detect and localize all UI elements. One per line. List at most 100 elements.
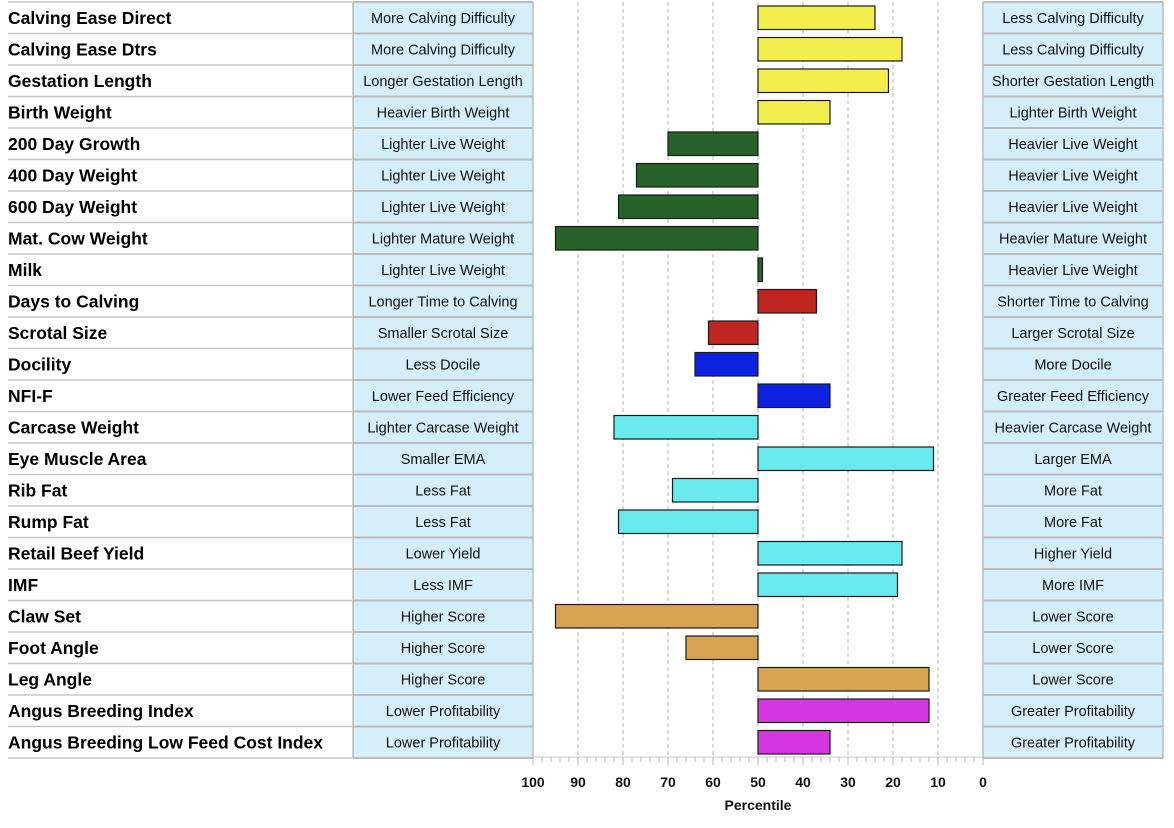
right-description: Shorter Gestation Length — [992, 74, 1154, 90]
trait-label: Calving Ease Direct — [8, 8, 172, 28]
right-description: Less Calving Difficulty — [1002, 42, 1144, 58]
percentile-bar — [757, 36, 903, 62]
left-description: Higher Score — [401, 672, 486, 688]
right-description: More Fat — [1044, 483, 1102, 499]
trait-label: IMF — [8, 575, 38, 595]
percentile-bar — [757, 540, 903, 566]
bars — [554, 5, 935, 755]
x-tick-label: 30 — [840, 774, 856, 790]
percentile-bar — [617, 194, 759, 220]
percentile-bar — [757, 68, 890, 94]
percentile-bar — [757, 257, 764, 283]
trait-label: Gestation Length — [8, 71, 152, 91]
x-tick-label: 40 — [795, 774, 811, 790]
left-description: Smaller Scrotal Size — [378, 326, 509, 342]
x-tick-label: 80 — [615, 774, 631, 790]
trait-label: 600 Day Weight — [8, 197, 137, 217]
x-tick-label: 10 — [930, 774, 946, 790]
right-description: Lower Score — [1032, 609, 1113, 625]
right-description: More IMF — [1042, 578, 1104, 594]
left-description: Lighter Live Weight — [381, 137, 505, 153]
left-description: Lighter Live Weight — [381, 200, 505, 216]
left-description: More Calving Difficulty — [371, 42, 516, 58]
trait-label: Scrotal Size — [8, 323, 107, 343]
right-description: Heavier Live Weight — [1008, 168, 1138, 184]
trait-label: Mat. Cow Weight — [8, 228, 148, 248]
right-description: Lower Score — [1032, 672, 1113, 688]
percentile-bar — [757, 99, 831, 125]
percentile-bar — [757, 698, 930, 724]
left-description: Lighter Mature Weight — [372, 231, 514, 247]
left-description: Lower Profitability — [386, 735, 501, 751]
x-tick-label: 90 — [570, 774, 586, 790]
x-tick-label: 20 — [885, 774, 901, 790]
right-description: Larger EMA — [1034, 452, 1112, 468]
trait-label: Foot Angle — [8, 638, 99, 658]
percentile-bar — [554, 225, 759, 251]
percentile-bar — [757, 729, 831, 755]
trait-label: Days to Calving — [8, 291, 139, 311]
left-description: Less Fat — [415, 515, 471, 531]
percentile-bar — [685, 635, 759, 661]
right-description: Heavier Mature Weight — [999, 231, 1147, 247]
trait-label: Calving Ease Dtrs — [8, 39, 157, 59]
right-description: Higher Yield — [1034, 546, 1112, 562]
trait-label: Eye Muscle Area — [8, 449, 147, 469]
left-description: Lower Profitability — [386, 704, 501, 720]
right-description: Greater Profitability — [1011, 704, 1136, 720]
right-description: More Fat — [1044, 515, 1102, 531]
row-labels: Calving Ease Direct More Calving Difficul… — [8, 8, 1154, 753]
trait-label: Birth Weight — [8, 102, 112, 122]
trait-label: 400 Day Weight — [8, 165, 137, 185]
percentile-bar — [757, 288, 818, 314]
percentile-bar — [694, 351, 759, 377]
left-description: Higher Score — [401, 609, 486, 625]
right-description: Less Calving Difficulty — [1002, 11, 1144, 27]
row-backgrounds — [8, 1, 1164, 759]
left-description: Lower Yield — [406, 546, 481, 562]
trait-label: Rump Fat — [8, 512, 89, 532]
percentile-bar — [757, 572, 899, 598]
percentile-bar — [707, 320, 759, 346]
percentile-bar — [757, 5, 876, 31]
right-description: Heavier Live Weight — [1008, 137, 1138, 153]
x-tick-label: 0 — [979, 774, 987, 790]
left-description: Less Docile — [406, 357, 481, 373]
trait-label: Claw Set — [8, 606, 81, 626]
x-axis-title: Percentile — [725, 797, 792, 813]
trait-label: Retail Beef Yield — [8, 543, 144, 563]
x-tick-label: 100 — [521, 774, 545, 790]
trait-label: Docility — [8, 354, 71, 374]
percentile-bar — [617, 509, 759, 535]
trait-label: Carcase Weight — [8, 417, 139, 437]
left-description: Lower Feed Efficiency — [372, 389, 515, 405]
left-description: Longer Time to Calving — [368, 294, 517, 310]
trait-label: Angus Breeding Low Feed Cost Index — [8, 732, 323, 752]
trait-label: Milk — [8, 260, 42, 280]
left-description: More Calving Difficulty — [371, 11, 516, 27]
percentile-bar — [613, 414, 759, 440]
right-description: Heavier Carcase Weight — [995, 420, 1152, 436]
left-description: Lighter Carcase Weight — [367, 420, 518, 436]
right-description: More Docile — [1034, 357, 1111, 373]
x-tick-label: 60 — [705, 774, 721, 790]
trait-label: Rib Fat — [8, 480, 67, 500]
right-description: Heavier Live Weight — [1008, 263, 1138, 279]
percentile-bar — [667, 131, 759, 157]
right-description: Lighter Birth Weight — [1009, 105, 1136, 121]
percentile-bar — [635, 162, 759, 188]
left-description: Less Fat — [415, 483, 471, 499]
trait-label: Angus Breeding Index — [8, 701, 194, 721]
x-tick-label: 50 — [750, 774, 766, 790]
left-description: Less IMF — [413, 578, 473, 594]
trait-label: 200 Day Growth — [8, 134, 140, 154]
trait-label: NFI-F — [8, 386, 53, 406]
right-description: Shorter Time to Calving — [997, 294, 1149, 310]
trait-label: Leg Angle — [8, 669, 92, 689]
right-description: Greater Profitability — [1011, 735, 1136, 751]
percentile-bar — [757, 666, 930, 692]
left-description: Heavier Birth Weight — [377, 105, 510, 121]
percentile-bar — [554, 603, 759, 629]
percentile-bar — [757, 446, 935, 472]
